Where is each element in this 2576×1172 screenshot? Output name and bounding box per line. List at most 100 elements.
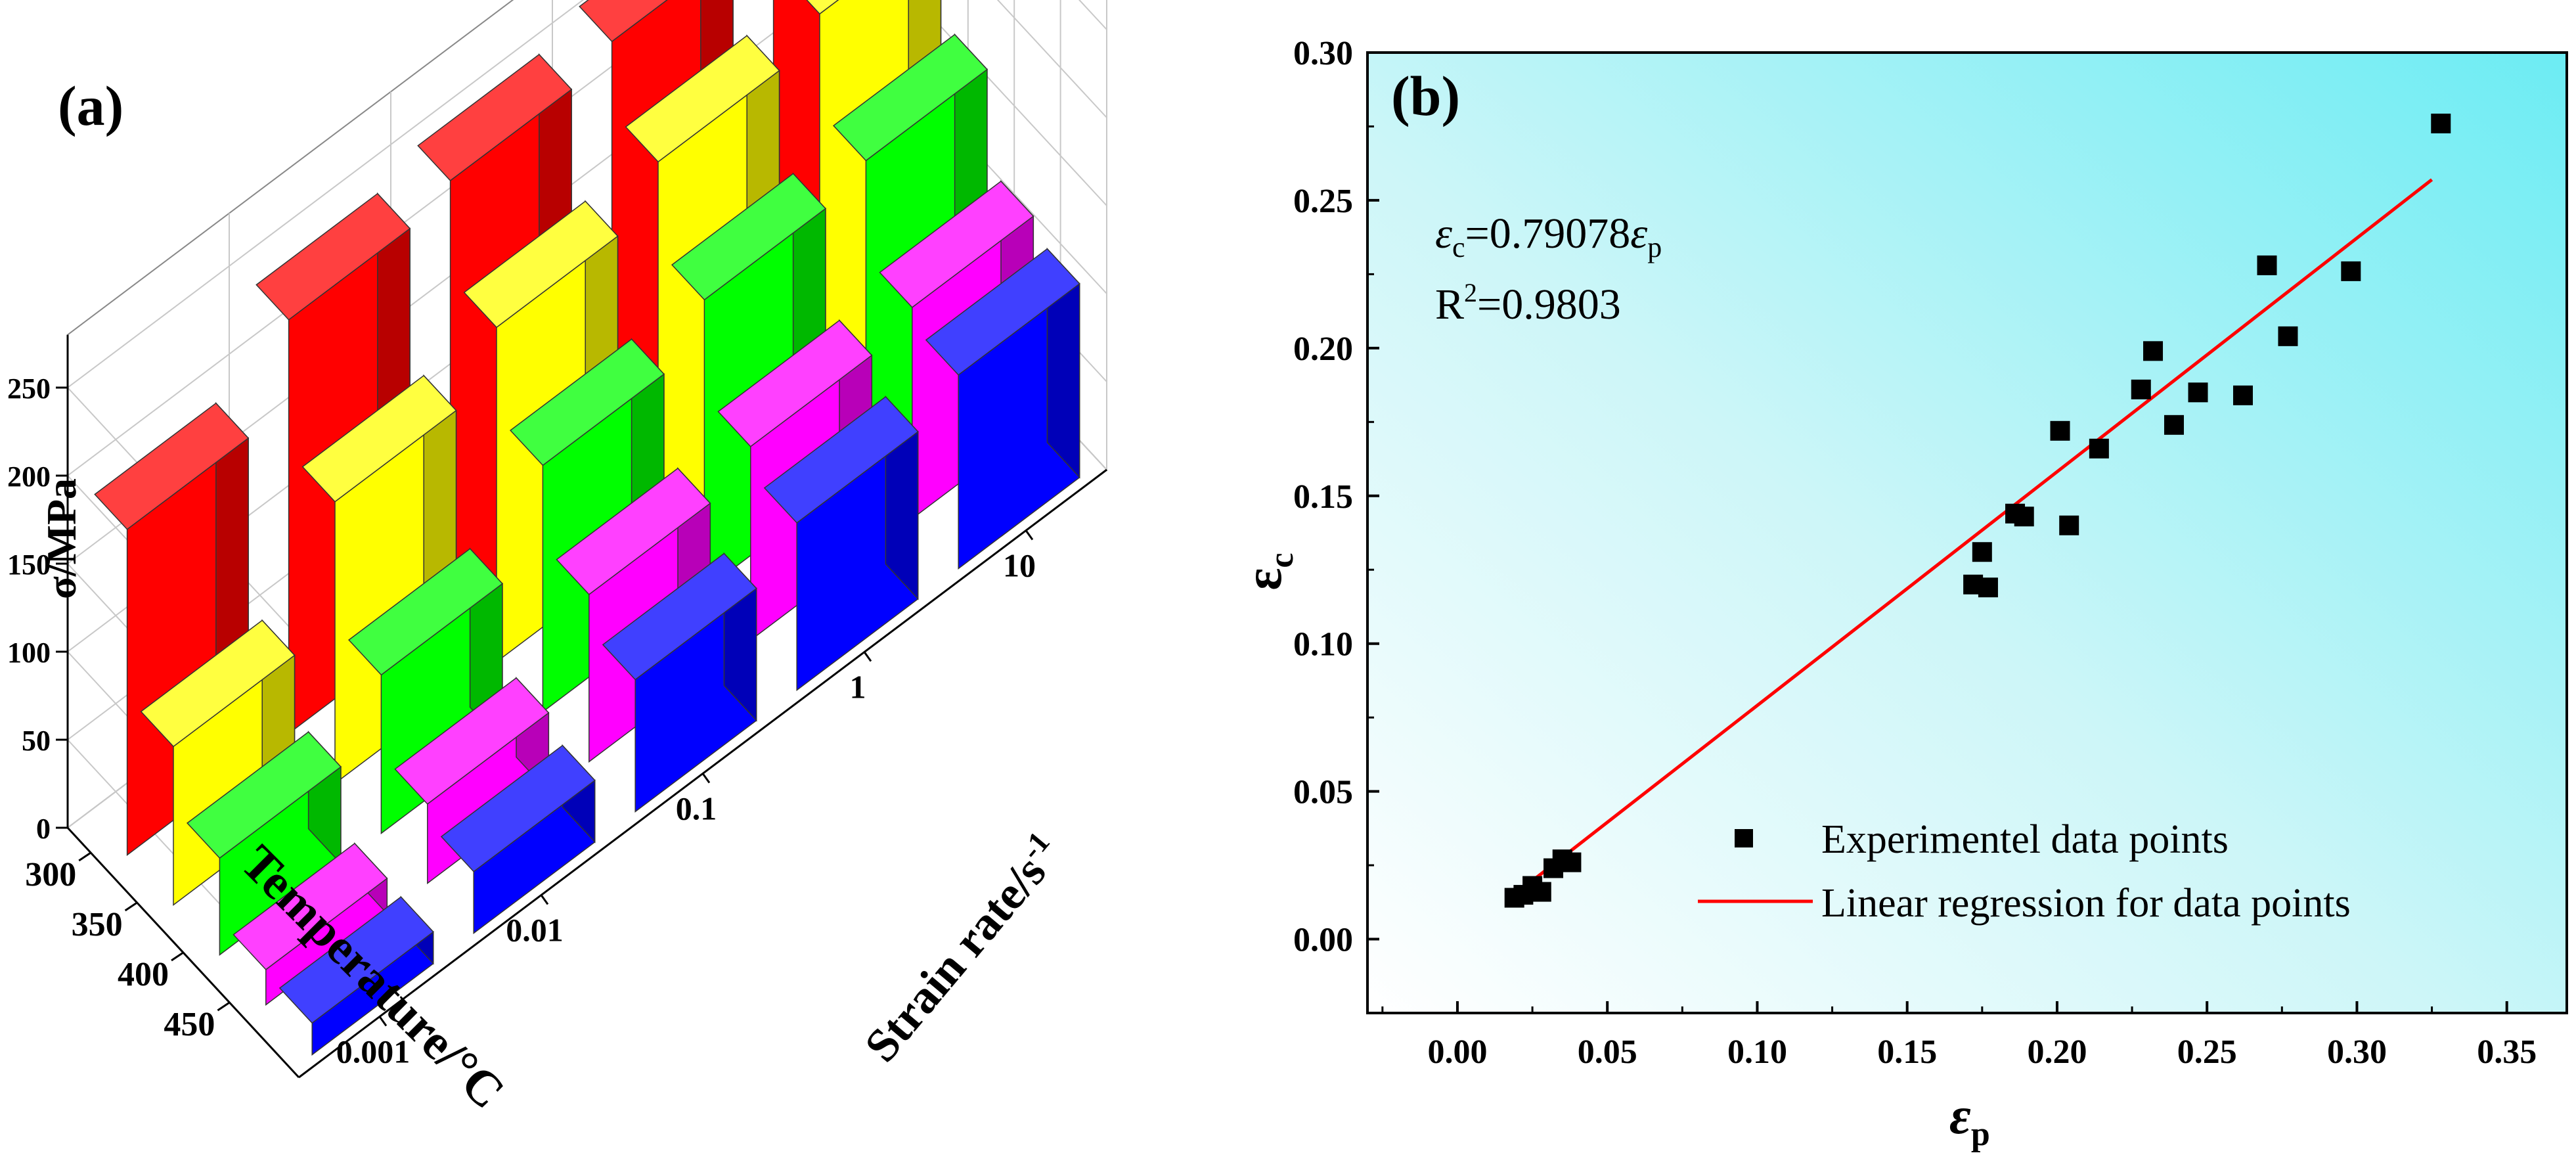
bar-face-top [440, 744, 596, 872]
strain-rate-tick [863, 651, 872, 662]
z-tick-label: 200 [7, 461, 51, 493]
panel-b-label: (b) [1391, 64, 1460, 127]
bar-face-top [186, 731, 342, 859]
bar [925, 247, 1080, 570]
data-points [1504, 113, 2451, 908]
x-axis-label: εp [1949, 1087, 1990, 1153]
temperature-tick-label: 450 [164, 1006, 215, 1043]
data-point [2278, 326, 2298, 346]
bar-face-top [717, 319, 873, 447]
panel-a-label: (a) [58, 74, 123, 137]
temperature-tick [124, 901, 138, 912]
bar [602, 552, 757, 813]
data-point [1972, 542, 1992, 562]
temperature-tick-label: 300 [25, 856, 76, 893]
legend-label-fit: Linear regression for data points [1821, 881, 2351, 926]
z-tick-label: 150 [7, 549, 51, 581]
data-point [1531, 882, 1551, 902]
y-axis-label: εc [1235, 552, 1300, 590]
temperature-tick-label: 350 [72, 906, 123, 943]
strain-rate-tick-label: 1 [850, 669, 866, 706]
temperature-tick [217, 1001, 231, 1012]
bar-face-top [394, 677, 550, 805]
y-tick-label: 0.00 [1293, 922, 1353, 959]
bar-face-top [625, 35, 780, 163]
y-tick-label: 0.20 [1293, 330, 1353, 368]
panel-b-scatter-chart: 0.00 0.05 0.10 0.15 0.20 0.25 0.30 0.35 0.00 0.05… [1235, 35, 2568, 1153]
bar-face-top [255, 192, 411, 321]
data-point [2431, 113, 2451, 133]
bar-face-top [671, 173, 827, 301]
data-point [2164, 415, 2184, 435]
x-tick-label: 0.25 [2177, 1033, 2237, 1071]
x-axis-label-text: ε [1949, 1087, 1971, 1145]
legend: Experimentel data points Linear regressi… [1698, 817, 2351, 926]
legend-marker-points [1735, 829, 1753, 847]
data-point [2014, 507, 2034, 527]
strain-rate-tick [701, 773, 711, 784]
temperature-tick [171, 951, 184, 962]
panel-a-3d-bar-chart: 0 50 100 150 200 250 300 350 400 450 0.001 0.01 0.1 1… [7, 0, 1107, 1119]
data-point [2131, 379, 2151, 399]
z-tick-label: 50 [22, 725, 51, 757]
y-tick-label: 0.25 [1293, 183, 1353, 220]
x-tick-label: 0.00 [1427, 1033, 1487, 1071]
data-point [2089, 438, 2109, 459]
bar-face-top [879, 180, 1034, 308]
y-axis-label-subscript: c [1263, 552, 1300, 568]
bar-face-top [301, 374, 457, 503]
strain-rate-axis-label: Strain rate/s-1 [853, 825, 1073, 1071]
data-point [2059, 515, 2079, 535]
z-tick-label: 100 [7, 637, 51, 669]
bar-face-top [925, 248, 1080, 376]
data-point [2050, 420, 2070, 441]
strain-rate-tick [378, 1016, 388, 1027]
temperature-tick [78, 851, 92, 862]
r-squared: R2=0.9803 [1435, 278, 1621, 328]
equation-lhs-subscript: c [1452, 231, 1465, 263]
strain-rate-tick-label: 10 [1003, 547, 1036, 584]
x-axis-label-subscript: p [1971, 1116, 1990, 1153]
bar-face-top [509, 338, 665, 466]
bar-face-top [556, 467, 711, 595]
equation-coefficient: =0.79078 [1465, 210, 1631, 258]
regression-line [1516, 178, 2433, 894]
y-tick-label: 0.10 [1293, 626, 1353, 664]
strain-rate-tick [540, 894, 549, 905]
r-squared-superscript: 2 [1464, 278, 1477, 307]
data-point [2341, 261, 2361, 281]
bar [440, 744, 596, 935]
data-point [2232, 385, 2253, 405]
bar-face-top [463, 200, 619, 328]
bar-face-top [278, 896, 434, 1024]
data-point [2257, 255, 2277, 275]
legend-label-points: Experimentel data points [1821, 817, 2229, 862]
strain-rate-tick-label: 0.01 [506, 912, 564, 949]
bar-face-top [579, 0, 668, 43]
data-point [2143, 341, 2164, 361]
temperature-tick-label: 400 [118, 956, 169, 993]
regression-equation: εc=0.79078εp [1435, 210, 1662, 263]
bar [186, 731, 342, 957]
panel-b-axes: 0.00 0.05 0.10 0.15 0.20 0.25 0.30 0.35 0.00 0.05… [1293, 35, 2537, 1071]
data-point [2188, 382, 2208, 403]
x-tick-label: 0.30 [2327, 1033, 2387, 1071]
bar-face-top [233, 842, 388, 970]
r-squared-value: =0.9803 [1477, 281, 1621, 328]
data-point [1561, 852, 1582, 872]
y-tick-label: 0.30 [1293, 35, 1353, 72]
equation-lhs: ε [1435, 210, 1452, 258]
strain-rate-tick-label: 0.001 [336, 1033, 411, 1070]
bar [763, 395, 919, 692]
x-tick-label: 0.35 [2477, 1033, 2537, 1071]
bar [278, 895, 434, 1056]
bar-face-top [832, 34, 988, 162]
strain-rate-tick [1025, 530, 1034, 541]
bar [233, 842, 388, 1006]
equation-rhs: ε [1630, 210, 1647, 258]
strain-rate-tick-label: 0.1 [676, 790, 717, 827]
bar-face-top [806, 0, 839, 15]
strain-rate-axis-label-text: Strain rate/s [855, 845, 1056, 1071]
y-axis-label-text: ε [1235, 568, 1293, 590]
